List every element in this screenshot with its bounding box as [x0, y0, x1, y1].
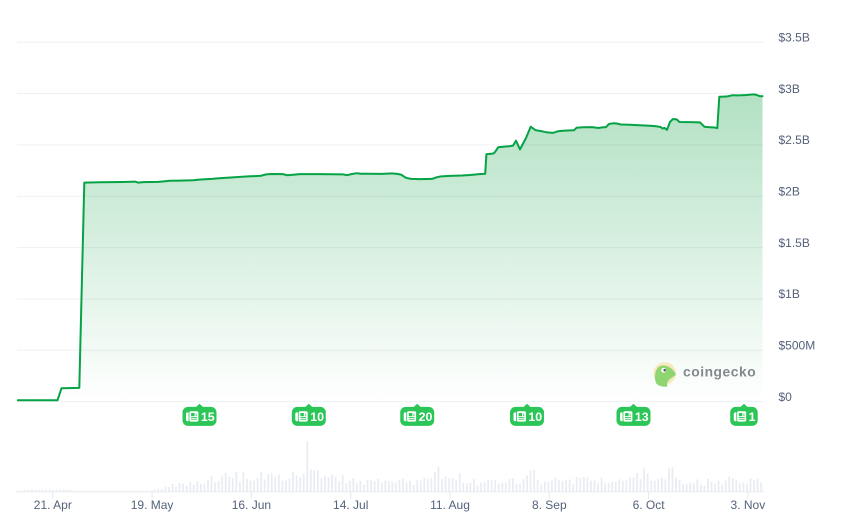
svg-text:10: 10: [310, 410, 324, 424]
svg-text:3. Nov: 3. Nov: [731, 498, 766, 512]
svg-text:10: 10: [528, 410, 542, 424]
svg-text:$500M: $500M: [779, 339, 816, 353]
svg-text:$1B: $1B: [779, 287, 800, 301]
svg-text:$3.5B: $3.5B: [779, 30, 810, 44]
svg-text:$0: $0: [779, 390, 793, 404]
svg-text:20: 20: [419, 410, 433, 424]
svg-text:15: 15: [201, 410, 215, 424]
svg-text:$3B: $3B: [779, 82, 800, 96]
svg-text:8. Sep: 8. Sep: [532, 498, 567, 512]
svg-text:19. May: 19. May: [131, 498, 174, 512]
svg-text:6. Oct: 6. Oct: [633, 498, 666, 512]
svg-text:14. Jul: 14. Jul: [333, 498, 368, 512]
svg-text:coingecko: coingecko: [683, 365, 756, 380]
svg-text:16. Jun: 16. Jun: [232, 498, 271, 512]
svg-text:13: 13: [635, 410, 649, 424]
svg-text:21. Apr: 21. Apr: [34, 498, 72, 512]
svg-text:1: 1: [749, 410, 756, 424]
svg-text:$2B: $2B: [779, 184, 800, 198]
svg-text:$1.5B: $1.5B: [779, 236, 810, 250]
svg-text:11. Aug: 11. Aug: [430, 498, 470, 512]
svg-text:$2.5B: $2.5B: [779, 133, 810, 147]
